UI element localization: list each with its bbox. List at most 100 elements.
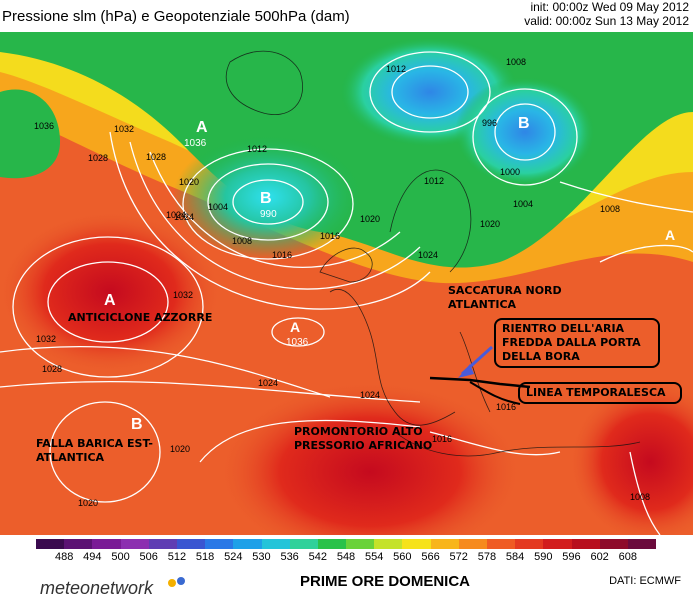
init-time: init: 00:00z Wed 09 May 2012: [530, 0, 689, 14]
center-A-east: A: [665, 227, 675, 243]
label-saccatura: SACCATURA NORD ATLANTICA: [448, 284, 562, 311]
brand-dots-icon: [168, 577, 185, 587]
legend-swatch: [430, 539, 459, 549]
isobar-label: 1032: [36, 334, 56, 344]
bora-arrow-head: [458, 364, 474, 378]
legend-tick: 512: [167, 551, 187, 563]
isobar-labels: 1012 1008 1012 1004 1016 1020 1024 1028 …: [34, 57, 650, 508]
legend-swatch: [261, 539, 290, 549]
legend-tick: 500: [111, 551, 130, 563]
center-letter: A: [104, 292, 116, 309]
bottom-title: PRIME ORE DOMENICA: [300, 573, 471, 590]
green-west: [0, 89, 60, 179]
center-letter: B: [131, 416, 143, 433]
legend-tick: 548: [336, 551, 356, 563]
isobars: [0, 51, 693, 535]
label-linea: LINEA TEMPORALESCA: [518, 382, 682, 404]
coastlines: [225, 50, 641, 457]
isobar-label: 1024: [418, 250, 438, 260]
legend-tick: 518: [195, 551, 215, 563]
legend-tick: 494: [83, 551, 102, 563]
legend-swatch: [64, 539, 93, 549]
isobar-label: 1012: [247, 144, 267, 154]
legend-swatch: [176, 539, 206, 549]
center-value: 990: [260, 209, 277, 220]
isobar-label: 1016: [320, 231, 340, 241]
legend-swatch: [599, 539, 628, 549]
legend-tick: 560: [393, 551, 412, 563]
storm-line: [429, 376, 531, 389]
legend-tick: 524: [224, 551, 243, 563]
legend-tick: 590: [534, 551, 553, 563]
isobar-label: 1020: [78, 498, 98, 508]
ridge-africa: [220, 382, 520, 535]
legend-tick: 608: [618, 551, 637, 563]
legend-swatch: [458, 539, 487, 549]
isobar-label: 1016: [432, 434, 452, 444]
legend-tick: 572: [449, 551, 468, 563]
legend-tick: 542: [308, 551, 327, 563]
brand: meteonetwork: [40, 578, 154, 598]
isobar-label: 1000: [500, 167, 520, 177]
legend-swatch: [402, 539, 431, 549]
low-russia: [455, 77, 595, 187]
valid-time: valid: 00:00z Sun 13 May 2012: [524, 14, 689, 28]
legend-swatch: [515, 539, 544, 549]
center-letter: A: [196, 119, 208, 136]
isobar-label: 1008: [600, 204, 620, 214]
label-promontorio: PROMONTORIO ALTO PRESSORIO AFRICANO: [294, 425, 433, 452]
isobar-label: 1024: [166, 210, 186, 220]
legend-swatch: [289, 539, 318, 549]
legend-tick: 488: [54, 551, 74, 563]
legend-swatch: [317, 539, 347, 549]
legend-tick: 578: [477, 551, 497, 563]
isobar-label: 1032: [173, 290, 193, 300]
ridge-azores: [0, 212, 220, 372]
center-B-russia: B: [518, 115, 530, 132]
header-title: Pressione slm (hPa) e Geopotenziale 500h…: [2, 8, 350, 25]
legend-swatch: [374, 539, 403, 549]
legend-tick: 596: [562, 551, 581, 563]
isobar-label: 1016: [496, 402, 516, 412]
isobar-label: 1024: [174, 212, 194, 222]
legend-swatch: [205, 539, 234, 549]
label-anticyclone: ANTICICLONE AZZORRE: [68, 311, 213, 324]
isobar-label: 1020: [360, 214, 380, 224]
isobar-label: 1020: [179, 177, 199, 187]
legend-ticks: 488 494 500 506 512 518 524 530 536 542 548 554 560 5…: [36, 551, 656, 565]
center-A-greenland: A 1036: [184, 119, 208, 149]
label-falla: FALLA BARICA EST- ATLANTICA: [36, 437, 153, 464]
legend-swatch: [627, 539, 657, 549]
isobar-label: 1028: [88, 153, 108, 163]
legend-swatch: [148, 539, 177, 549]
center-value: 1036: [286, 337, 309, 348]
isobar-label: 1016: [272, 250, 292, 260]
isobar-label: 1036: [34, 121, 54, 131]
center-A-atlantic: A: [104, 292, 116, 309]
weather-map: A 1036 B 990 B A 1036 A B A 1012 1008 10…: [0, 32, 693, 535]
isobar-label: 1028: [146, 152, 166, 162]
isobar-label: 1028: [42, 364, 62, 374]
label-rientro: RIENTRO DELL'ARIA FREDDA DALLA PORTA DEL…: [494, 318, 660, 368]
legend-swatch: [543, 539, 572, 549]
isobar-label: 1024: [360, 390, 380, 400]
data-source: DATI: ECMWF: [609, 575, 681, 587]
center-letter: B: [518, 115, 530, 132]
low-iceland: [173, 135, 363, 259]
isobar-label: 1012: [386, 64, 406, 74]
isobar-label: 1032: [114, 124, 134, 134]
legend-swatch: [571, 539, 600, 549]
center-B-iceland: B 990: [260, 190, 277, 220]
legend-tick: 554: [364, 551, 384, 563]
center-A-azores: A 1036: [286, 319, 309, 348]
isobar-label: 1008: [506, 57, 526, 67]
legend-swatch: [36, 539, 65, 549]
legend-tick: 566: [421, 551, 440, 563]
legend-swatch: [233, 539, 262, 549]
isobar-label: 1020: [170, 444, 190, 454]
legend-tick: 584: [505, 551, 525, 563]
isobar-label: 1004: [208, 202, 228, 212]
color-legend: [36, 539, 657, 549]
isobar-label: 1020: [480, 219, 500, 229]
isobar-label: 1024: [258, 378, 278, 388]
